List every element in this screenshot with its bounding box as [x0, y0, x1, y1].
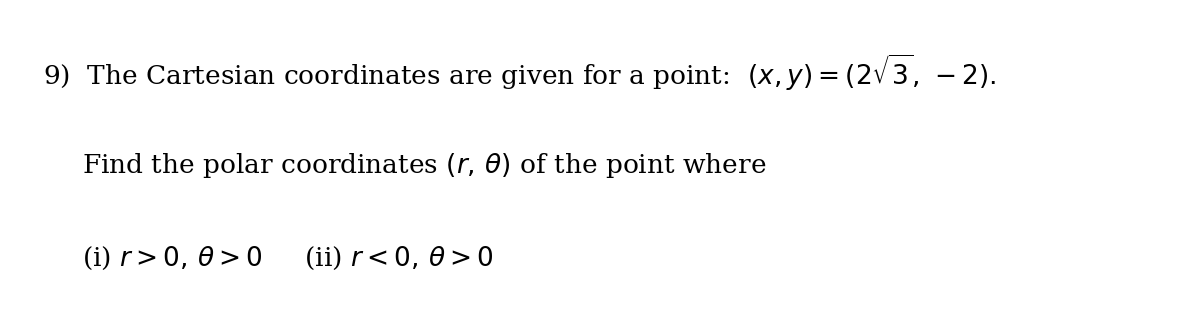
Text: (i) $r > 0,\, \theta > 0$     (ii) $r < 0,\, \theta > 0$: (i) $r > 0,\, \theta > 0$ (ii) $r < 0,\,… [82, 245, 493, 272]
Text: 9)  The Cartesian coordinates are given for a point:  $(x, y) = (2\sqrt{3},\,-2): 9) The Cartesian coordinates are given f… [43, 53, 997, 93]
Text: Find the polar coordinates $(r,\,\theta)$ of the point where: Find the polar coordinates $(r,\,\theta)… [82, 151, 767, 180]
